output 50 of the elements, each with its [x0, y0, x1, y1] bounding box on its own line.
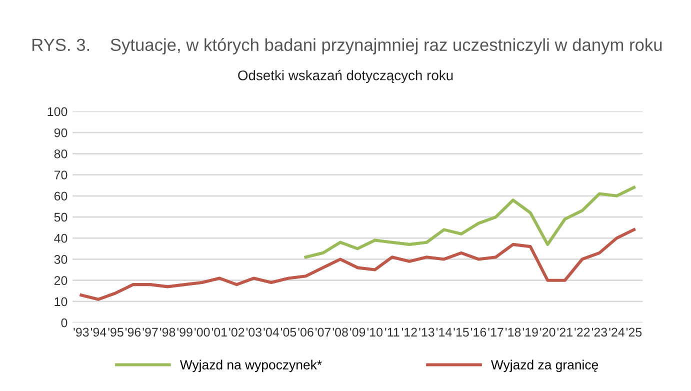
- x-tick-label: '13: [419, 328, 434, 337]
- x-tick-label: '21: [557, 328, 572, 336]
- x-tick-label: '25: [626, 328, 642, 337]
- x-tick-label: '01: [212, 328, 227, 337]
- legend-label: Wyjazd na wypoczynek*: [180, 360, 322, 372]
- legend-label: Wyjazd za granicę: [490, 360, 598, 372]
- x-tick-label: '03: [246, 328, 262, 337]
- y-tick-label: 70: [54, 170, 68, 180]
- x-tick-label: '08: [332, 328, 348, 337]
- x-tick-label: '10: [367, 328, 383, 337]
- x-tick-label: '14: [436, 328, 452, 336]
- x-tick-label: '98: [160, 328, 176, 337]
- y-tick-label: 40: [54, 234, 68, 243]
- y-tick-label: 100: [48, 107, 68, 116]
- x-tick-label: '99: [177, 328, 192, 337]
- x-tick-label: '23: [592, 328, 608, 337]
- x-tick-label: '94: [90, 328, 106, 337]
- x-tick-label: '22: [574, 328, 590, 336]
- y-tick-label: 80: [54, 149, 68, 158]
- y-tick-label: 10: [54, 297, 68, 306]
- y-tick-label: 30: [54, 255, 68, 264]
- y-tick-label: 50: [54, 212, 68, 222]
- x-tick-label: '12: [402, 328, 417, 336]
- x-tick-label: '20: [540, 328, 556, 337]
- x-tick-label: '11: [385, 328, 400, 336]
- x-tick-label: '18: [506, 328, 521, 337]
- y-tick-label: 90: [54, 128, 68, 138]
- chart-title: RYS. 3. Sytuacje, w których badani przynajmniej raz uczestniczyli w danym roku: [32, 38, 662, 54]
- x-tick-label: '24: [609, 328, 624, 336]
- x-tick-label: '97: [142, 328, 158, 337]
- y-tick-label: 0: [61, 318, 68, 328]
- x-tick-label: '09: [350, 328, 366, 337]
- x-tick-label: '00: [194, 328, 210, 337]
- x-tick-label: '02: [229, 328, 244, 337]
- x-tick-label: '05: [280, 328, 296, 337]
- y-tick-label: 20: [54, 276, 68, 285]
- line-series: [304, 186, 636, 259]
- x-tick-label: '04: [264, 328, 279, 337]
- x-tick-label: '93: [74, 328, 89, 337]
- x-tick-label: '06: [298, 328, 314, 337]
- x-tick-label: '16: [471, 328, 486, 337]
- x-tick-label: '15: [454, 328, 469, 337]
- x-tick-label: '96: [126, 328, 141, 337]
- chart-subtitle: Odsetki wskazań dotyczących roku: [238, 70, 453, 84]
- x-tick-label: '95: [108, 328, 124, 337]
- line-series: [80, 228, 636, 301]
- x-tick-label: '19: [522, 328, 538, 337]
- y-tick-label: 60: [54, 192, 68, 201]
- x-tick-label: '17: [488, 328, 504, 336]
- x-tick-label: '07: [316, 328, 331, 337]
